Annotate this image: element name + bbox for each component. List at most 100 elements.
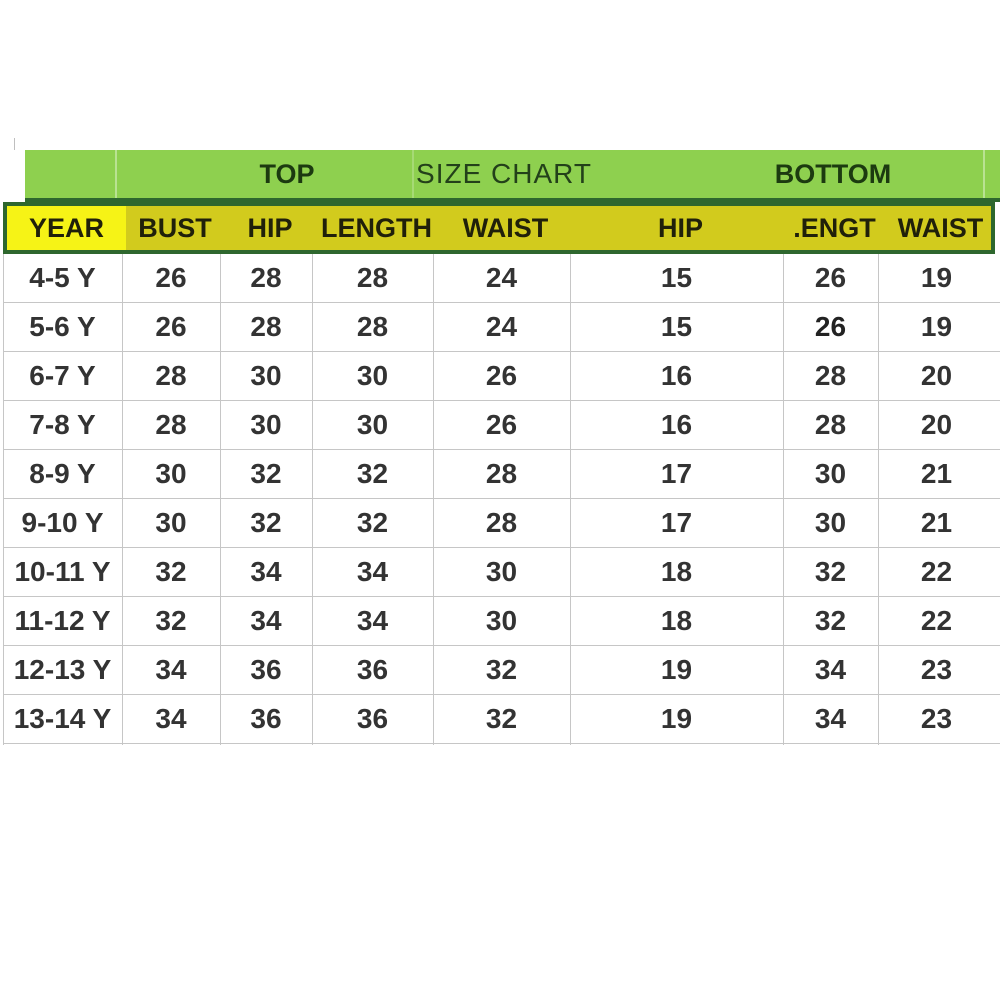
cell-hip-top: 30 xyxy=(250,409,282,440)
chart-title: SIZE CHART xyxy=(416,158,592,189)
table-row: 4-5 Y 26 28 28 24 15 26 19 xyxy=(3,254,1000,303)
cell-length-bottom: 32 xyxy=(814,556,847,587)
cell-bust: 32 xyxy=(155,605,187,636)
cell-waist-top: 30 xyxy=(485,605,518,636)
size-table: 4-5 Y 26 28 28 24 15 26 19 5-6 Y 26 28 2… xyxy=(3,254,1000,745)
cell-waist-top: 26 xyxy=(485,360,518,391)
cell-waist-top: 30 xyxy=(485,556,518,587)
cell-year: 4-5 Y xyxy=(29,262,96,293)
cell-year: 10-11 Y xyxy=(14,556,111,587)
cell-waist-bottom: 20 xyxy=(920,409,953,440)
cell-bust: 34 xyxy=(155,703,187,734)
cell-year: 5-6 Y xyxy=(29,311,96,342)
cell-hip-top: 30 xyxy=(250,360,282,391)
gridline-tick xyxy=(14,138,15,150)
cell-hip-top: 28 xyxy=(250,262,282,293)
table-row: 9-10 Y 30 32 32 28 17 30 21 xyxy=(3,499,1000,548)
column-header-length-top: LENGTH xyxy=(316,206,437,250)
grid-vline xyxy=(3,254,4,745)
cell-bust: 28 xyxy=(155,360,187,391)
cell-waist-bottom: 23 xyxy=(920,654,953,685)
cell-length-bottom: 34 xyxy=(814,703,847,734)
cell-length-bottom: 26 xyxy=(814,262,847,293)
cell-bust: 28 xyxy=(155,409,187,440)
cell-length-top: 30 xyxy=(356,360,389,391)
cell-bust: 26 xyxy=(155,262,187,293)
cell-waist-top: 32 xyxy=(485,654,518,685)
cell-waist-top: 24 xyxy=(485,262,518,293)
group-label-bottom: BOTTOM xyxy=(774,158,892,189)
cell-year: 8-9 Y xyxy=(29,458,96,489)
band-divider xyxy=(983,150,985,198)
group-label-top: TOP xyxy=(259,158,315,189)
column-header-hip-top: HIP xyxy=(224,206,316,250)
cell-waist-top: 24 xyxy=(485,311,518,342)
cell-year: 6-7 Y xyxy=(29,360,96,391)
cell-length-top: 34 xyxy=(356,556,389,587)
cell-length-top: 34 xyxy=(356,605,389,636)
column-header-row: YEAR BUST HIP LENGTH WAIST HIP .ENGT WAI… xyxy=(3,202,995,254)
table-row: 13-14 Y 34 36 36 32 19 34 23 xyxy=(3,695,1000,744)
cell-waist-bottom: 21 xyxy=(920,458,953,489)
cell-waist-top: 28 xyxy=(485,458,518,489)
cell-length-top: 30 xyxy=(356,409,389,440)
cell-hip-top: 36 xyxy=(250,654,282,685)
cell-length-top: 36 xyxy=(356,654,389,685)
cell-bust: 30 xyxy=(155,458,187,489)
cell-bust: 26 xyxy=(155,311,187,342)
cell-hip-bottom: 19 xyxy=(660,654,693,685)
cell-waist-bottom: 22 xyxy=(920,605,953,636)
column-header-length-bottom: .ENGT xyxy=(787,206,882,250)
table-row: 11-12 Y 32 34 34 30 18 32 22 xyxy=(3,597,1000,646)
cell-hip-bottom: 15 xyxy=(660,311,693,342)
cell-hip-top: 34 xyxy=(250,605,282,636)
cell-waist-bottom: 19 xyxy=(920,262,953,293)
cell-hip-bottom: 17 xyxy=(660,507,693,538)
cell-bust: 32 xyxy=(155,556,187,587)
cell-length-top: 32 xyxy=(356,458,389,489)
cell-year: 12-13 Y xyxy=(13,654,112,685)
table-body: 4-5 Y 26 28 28 24 15 26 19 5-6 Y 26 28 2… xyxy=(3,254,1000,744)
cell-waist-top: 26 xyxy=(485,409,518,440)
cell-length-bottom: 32 xyxy=(814,605,847,636)
cell-hip-bottom: 17 xyxy=(660,458,693,489)
cell-waist-bottom: 20 xyxy=(920,360,953,391)
cell-bust: 34 xyxy=(155,654,187,685)
cell-waist-top: 28 xyxy=(485,507,518,538)
cell-length-bottom: 30 xyxy=(814,507,847,538)
cell-length-bottom: 28 xyxy=(814,409,847,440)
table-row: 7-8 Y 28 30 30 26 16 28 20 xyxy=(3,401,1000,450)
cell-hip-bottom: 18 xyxy=(660,605,693,636)
cell-hip-top: 36 xyxy=(250,703,282,734)
column-header-year: YEAR xyxy=(7,206,126,250)
grid-vline xyxy=(570,254,571,745)
cell-year: 11-12 Y xyxy=(14,605,111,636)
cell-hip-top: 28 xyxy=(250,311,282,342)
column-header-waist-bottom: WAIST xyxy=(882,206,991,250)
table-row: 6-7 Y 28 30 30 26 16 28 20 xyxy=(3,352,1000,401)
cell-length-bottom: 26 xyxy=(814,311,847,342)
cell-hip-bottom: 19 xyxy=(660,703,693,734)
grid-vline xyxy=(878,254,879,745)
cell-waist-top: 32 xyxy=(485,703,518,734)
band-divider xyxy=(412,150,414,198)
cell-length-bottom: 34 xyxy=(814,654,847,685)
column-header-bust: BUST xyxy=(126,206,224,250)
cell-hip-bottom: 16 xyxy=(660,409,693,440)
cell-length-top: 36 xyxy=(356,703,389,734)
column-header-waist-top: WAIST xyxy=(437,206,574,250)
grid-vline xyxy=(433,254,434,745)
cell-hip-bottom: 18 xyxy=(660,556,693,587)
cell-waist-bottom: 22 xyxy=(920,556,953,587)
cell-hip-top: 32 xyxy=(250,458,282,489)
grid-vline xyxy=(122,254,123,745)
column-header-hip-bottom: HIP xyxy=(574,206,787,250)
title-band: TOP SIZE CHART BOTTOM xyxy=(25,150,1000,202)
cell-length-top: 28 xyxy=(356,311,389,342)
cell-waist-bottom: 23 xyxy=(920,703,953,734)
cell-length-bottom: 28 xyxy=(814,360,847,391)
grid-vline xyxy=(220,254,221,745)
cell-hip-top: 32 xyxy=(250,507,282,538)
cell-length-top: 32 xyxy=(356,507,389,538)
